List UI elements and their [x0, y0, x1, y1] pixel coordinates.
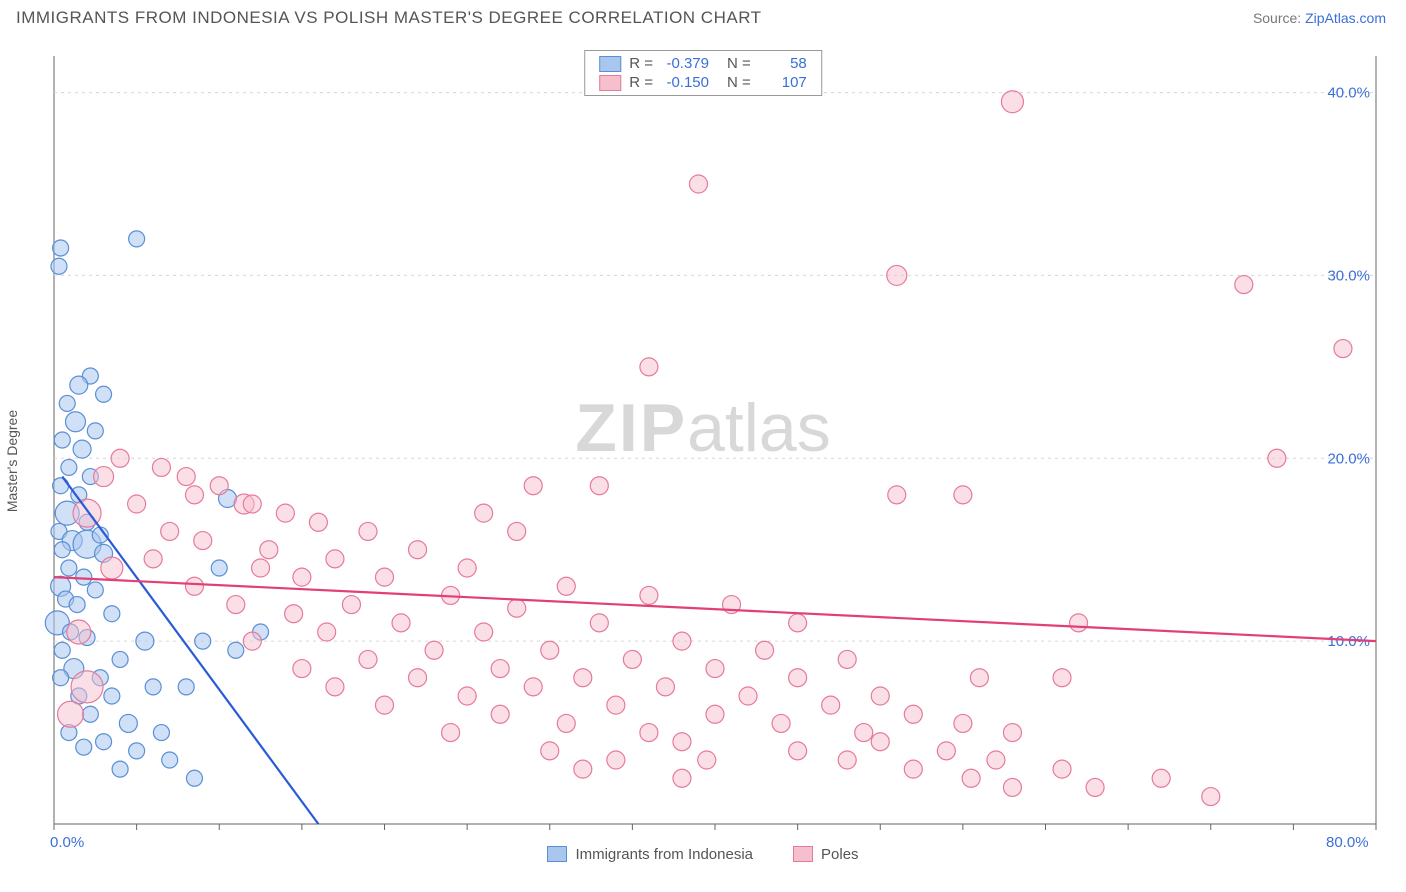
series-legend: Immigrants from Indonesia Poles — [16, 830, 1390, 878]
stats-n-value: 107 — [759, 74, 807, 91]
y-tick-label: 20.0% — [1327, 450, 1370, 467]
series-poles — [58, 91, 1352, 806]
stats-n-label: N = — [727, 74, 751, 91]
stats-n-value: 58 — [759, 55, 807, 72]
stats-r-label: R = — [629, 74, 653, 91]
source-prefix: Source: — [1253, 10, 1305, 26]
legend-item-poles: Poles — [793, 830, 859, 878]
legend-item-indonesia: Immigrants from Indonesia — [547, 830, 753, 878]
legend-label: Immigrants from Indonesia — [575, 846, 753, 863]
source-attribution: Source: ZipAtlas.com — [1253, 10, 1386, 26]
chart-container: Master's Degree 10.0%20.0%30.0%40.0% ZIP… — [16, 46, 1390, 876]
legend-label: Poles — [821, 846, 859, 863]
legend-swatch — [547, 846, 567, 862]
chart-title: IMMIGRANTS FROM INDONESIA VS POLISH MAST… — [16, 8, 762, 28]
stats-r-value: -0.379 — [661, 55, 709, 72]
stats-swatch — [599, 56, 621, 72]
stats-r-value: -0.150 — [661, 74, 709, 91]
scatter-plot: 10.0%20.0%30.0%40.0% — [16, 46, 1390, 876]
correlation-stats-box: R = -0.379 N = 58 R = -0.150 N = 107 — [584, 50, 822, 96]
stats-row-indonesia: R = -0.379 N = 58 — [599, 55, 807, 72]
stats-r-label: R = — [629, 55, 653, 72]
stats-swatch — [599, 75, 621, 91]
y-tick-label: 40.0% — [1327, 85, 1370, 102]
source-link[interactable]: ZipAtlas.com — [1305, 10, 1386, 26]
legend-swatch — [793, 846, 813, 862]
y-tick-label: 30.0% — [1327, 267, 1370, 284]
y-axis-label: Master's Degree — [4, 410, 20, 512]
stats-row-poles: R = -0.150 N = 107 — [599, 74, 807, 91]
stats-n-label: N = — [727, 55, 751, 72]
